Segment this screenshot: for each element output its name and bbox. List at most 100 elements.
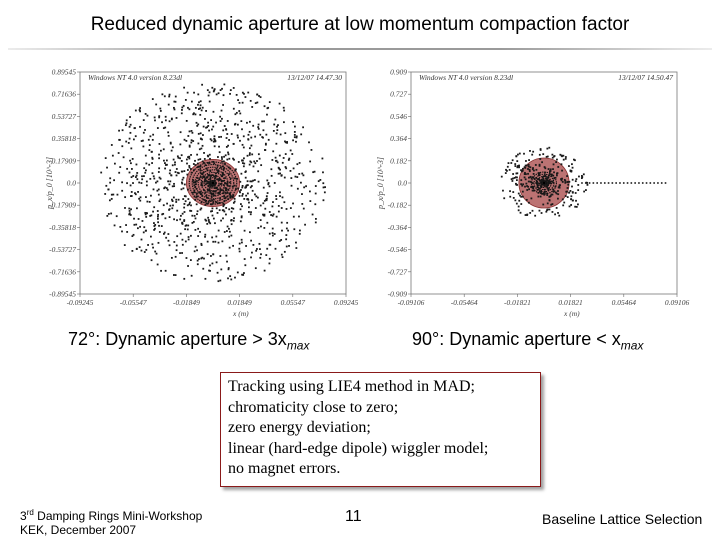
particle-point [230,223,233,226]
particle-point [515,182,517,185]
particle-point [157,188,160,191]
particle-point [184,200,187,203]
particle-point [257,180,260,183]
particle-point [274,247,277,250]
particle-point [184,224,187,227]
particle-point [596,182,598,184]
particle-point [549,181,552,183]
particle-point [181,243,184,246]
particle-point [231,195,234,198]
particle-point [234,276,236,279]
particle-point [172,196,175,199]
particle-point [514,165,517,167]
particle-point [229,195,232,198]
particle-point [151,162,153,164]
particle-point [121,181,124,184]
particle-point [164,164,167,166]
particle-points [500,146,667,217]
particle-point [228,185,230,187]
particle-point [527,201,530,204]
particle-point [241,143,244,146]
particle-point [221,158,223,160]
particle-point [219,89,222,91]
particle-point [212,184,215,187]
particle-point [285,208,288,210]
particle-point [200,147,203,150]
particle-point [260,225,262,228]
particle-point [582,173,585,176]
particle-point [192,113,195,116]
particle-point [241,241,243,244]
particle-point [580,177,583,180]
particle-point [578,175,580,178]
footer-workshop-line1: 3rd Damping Rings Mini-Workshop [20,506,202,523]
particle-point [134,135,137,138]
particle-point [187,265,189,267]
particle-point [247,133,250,136]
particle-point [285,167,288,170]
particle-point [141,175,143,178]
particle-point [192,179,195,182]
particle-point [204,191,207,194]
particle-point [139,225,141,228]
particle-point [547,187,550,190]
particle-point [538,163,541,166]
particle-point [158,116,161,119]
particle-point [243,197,246,200]
particle-point [153,225,156,227]
particle-point [117,152,120,154]
y-axis-label: p_x/p_0 [10^-3] [376,157,385,210]
particle-point [311,213,314,216]
particle-point [183,183,186,186]
footer-workshop-number: 3 [20,509,27,523]
particle-point [188,166,191,169]
particle-point [294,175,297,178]
particle-point [153,229,156,231]
particle-point [527,163,530,166]
particle-point [250,180,253,183]
particle-point [555,161,558,163]
particle-point [213,138,216,141]
particle-point [557,186,560,189]
particle-point [522,167,524,170]
particle-point [167,134,170,137]
x-tick-label: 0.05464 [612,298,637,307]
particle-point [220,135,222,138]
particle-point [262,202,265,205]
particle-point [190,204,192,207]
particle-point [152,188,155,191]
particle-point [144,213,147,216]
particle-point [520,195,523,198]
particle-point [271,227,274,230]
particle-point [187,135,190,137]
y-axis-label: p_x/p_0 [10^-3] [45,157,54,210]
particle-point [546,184,549,186]
x-tick-label: 0.01821 [558,298,582,307]
particle-point [213,162,216,165]
particle-point [239,208,242,211]
particle-point [201,180,204,183]
particle-point [521,195,524,198]
particle-point [566,196,569,198]
particle-point [531,209,534,212]
particle-point [224,197,227,200]
particle-point [277,205,280,207]
particle-point [526,189,529,191]
particle-point [190,139,193,142]
particle-point [183,211,186,213]
particle-point [248,130,251,133]
particle-point [144,129,146,131]
particle-point [532,173,535,175]
particle-point [130,208,132,211]
particle-point [207,94,210,97]
core-center [211,181,215,185]
particle-point [241,159,244,162]
particle-point [131,168,133,170]
particle-point [302,207,305,210]
y-tick-label: -0.182 [388,201,408,210]
particle-point [205,180,208,182]
particle-point [249,160,252,163]
particle-point [179,218,182,221]
particle-point [547,189,550,191]
particle-point [634,182,636,184]
